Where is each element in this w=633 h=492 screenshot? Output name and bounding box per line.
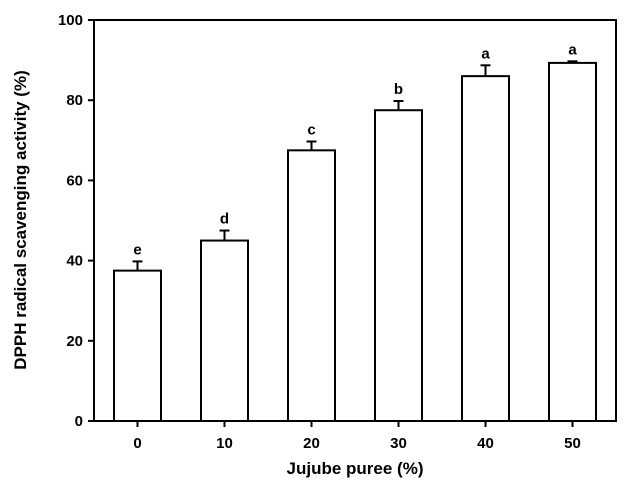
y-tick-label-20: 20 <box>66 333 83 350</box>
significance-label-50: a <box>568 41 577 58</box>
significance-labels-layer: e d c b a a <box>133 41 577 258</box>
bar-30 <box>374 109 423 422</box>
error-bars-layer <box>132 60 578 271</box>
x-tick-label-0: 0 <box>133 435 141 452</box>
y-tick-label-0: 0 <box>75 413 83 430</box>
y-axis-title: DPPH radical scavenging activity (%) <box>11 70 30 370</box>
significance-label-40: a <box>481 45 490 62</box>
bar-10 <box>200 239 249 422</box>
bar-0 <box>113 269 162 422</box>
significance-label-20: c <box>307 122 315 139</box>
x-tick-label-40: 40 <box>477 435 494 452</box>
significance-label-0: e <box>133 241 141 258</box>
significance-label-10: d <box>220 211 229 228</box>
x-axis-title: Jujube puree (%) <box>287 459 424 478</box>
x-tick-label-30: 30 <box>390 435 407 452</box>
bar-40 <box>461 75 510 422</box>
y-tick-label-40: 40 <box>66 253 83 270</box>
bar-50 <box>548 61 597 422</box>
y-tick-label-60: 60 <box>66 172 83 189</box>
x-tick-label-10: 10 <box>216 435 233 452</box>
significance-label-30: b <box>394 81 403 98</box>
y-tick-label-100: 100 <box>58 12 83 29</box>
axes-layer: 0 10 20 30 40 50 0 20 40 60 80 100 <box>58 12 617 452</box>
x-tick-label-20: 20 <box>303 435 320 452</box>
bar-20 <box>287 149 336 422</box>
plot-frame <box>93 19 617 422</box>
x-tick-label-50: 50 <box>564 435 581 452</box>
bars-layer <box>113 61 597 422</box>
y-tick-label-80: 80 <box>66 92 83 109</box>
